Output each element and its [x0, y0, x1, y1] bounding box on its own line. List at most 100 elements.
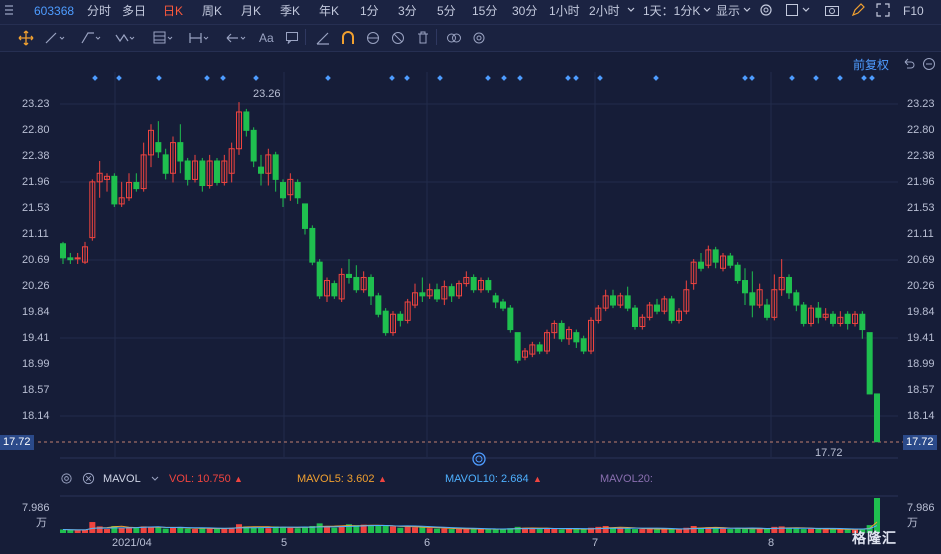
zoom-out-icon[interactable]: [922, 57, 936, 76]
event-marker: [501, 75, 507, 81]
tab-2hour[interactable]: 2小时: [589, 4, 620, 18]
candle-body: [280, 181, 286, 199]
volume-bar: [177, 527, 184, 533]
wave-tool-icon[interactable]: [114, 29, 136, 47]
volume-bar: [492, 529, 499, 533]
volume-bar: [265, 528, 272, 533]
chevron-down-icon[interactable]: [703, 3, 711, 21]
volume-bar: [434, 528, 440, 533]
tab-15min[interactable]: 15分: [472, 4, 498, 18]
candlestick-chart[interactable]: [0, 52, 941, 554]
crosshair-move-icon[interactable]: [18, 29, 34, 47]
volume-bar: [529, 528, 536, 533]
tab-fenshi[interactable]: 分时: [87, 4, 112, 18]
tab-yearly-k[interactable]: 年K: [319, 4, 340, 18]
chevron-down-icon[interactable]: [627, 3, 635, 21]
line-tool-icon[interactable]: [44, 29, 66, 47]
tab-1hour[interactable]: 1小时: [549, 4, 580, 18]
candle-body: [874, 393, 880, 443]
event-marker: [156, 75, 162, 81]
volume-bar: [184, 528, 191, 533]
candle-body: [588, 319, 594, 352]
layout-square-icon[interactable]: [785, 3, 799, 21]
tab-3min[interactable]: 3分: [398, 4, 417, 18]
tab-quarterly-k[interactable]: 季K: [280, 4, 301, 18]
f10-button[interactable]: F10: [903, 4, 924, 18]
candle-body: [852, 313, 858, 324]
tab-30min[interactable]: 30分: [512, 4, 538, 18]
arrow-tool-icon[interactable]: [225, 29, 247, 47]
volume-bar: [382, 525, 389, 533]
candle-body: [228, 148, 235, 174]
display-menu[interactable]: 显示: [716, 4, 741, 18]
adjust-mode-button[interactable]: 前复权: [853, 58, 890, 72]
current-price-left: 17.72: [0, 435, 34, 450]
settings-gear-icon[interactable]: [60, 472, 73, 488]
chevron-down-icon[interactable]: [151, 472, 159, 489]
ruler-icon[interactable]: [316, 29, 330, 47]
volume-bar: [316, 523, 323, 533]
candle-body: [60, 243, 66, 259]
settings-gear-icon[interactable]: [759, 3, 773, 21]
menu-icon[interactable]: [4, 3, 14, 17]
candle-body: [206, 160, 213, 187]
y-tick-left: 22.80: [22, 124, 50, 136]
volume-bar: [705, 527, 712, 533]
tab-duori[interactable]: 多日: [122, 4, 147, 18]
volume-bar: [712, 528, 719, 533]
candle-body: [815, 307, 822, 318]
chevron-down-icon[interactable]: [802, 3, 810, 21]
candle-body: [595, 307, 602, 321]
compare-icon[interactable]: [446, 29, 462, 47]
comment-icon[interactable]: [285, 29, 299, 47]
camera-icon[interactable]: [824, 3, 840, 21]
y-tick-right: 21.53: [907, 202, 935, 214]
tab-1min[interactable]: 1分: [360, 4, 379, 18]
candle-body: [89, 181, 96, 239]
volume-bar: [221, 528, 228, 533]
tab-daily-k[interactable]: 日K: [163, 4, 184, 18]
volume-bar: [786, 528, 792, 533]
settings-gear-icon[interactable]: [472, 29, 486, 47]
fullscreen-icon[interactable]: [876, 3, 890, 21]
drawing-toolbar: Aa: [0, 25, 941, 52]
interval-select[interactable]: 1天：1分K: [643, 4, 701, 18]
y-tick-left: 20.26: [22, 280, 50, 292]
volume-bar: [162, 528, 169, 533]
candle-body: [485, 280, 492, 291]
candle-body: [397, 313, 404, 321]
undo-icon[interactable]: [902, 57, 916, 76]
candle-body: [698, 261, 704, 269]
target-icon[interactable]: [472, 452, 486, 471]
tab-5min[interactable]: 5分: [437, 4, 456, 18]
lock-off-icon[interactable]: [391, 29, 405, 47]
range-tool-icon[interactable]: [188, 29, 210, 47]
hide-drawings-icon[interactable]: [366, 29, 380, 47]
stock-code[interactable]: 603368: [34, 4, 75, 18]
channel-tool-icon[interactable]: [80, 29, 102, 47]
volume-bar: [331, 527, 338, 533]
volume-bar: [815, 529, 822, 533]
tab-weekly-k[interactable]: 周K: [202, 4, 223, 18]
volume-bar: [830, 529, 836, 533]
candle-body: [764, 304, 770, 318]
text-tool[interactable]: Aa: [259, 31, 274, 45]
trash-icon[interactable]: [416, 29, 430, 47]
magnet-icon[interactable]: [341, 29, 355, 47]
volume-indicator-select[interactable]: MAVOL: [103, 473, 141, 485]
event-marker: [404, 75, 410, 81]
close-icon[interactable]: [82, 472, 95, 488]
event-marker: [517, 75, 523, 81]
candle-body: [690, 261, 697, 285]
event-marker: [789, 75, 795, 81]
toolbar-divider: [305, 29, 306, 45]
pencil-icon[interactable]: [851, 3, 865, 21]
candle-body: [368, 276, 374, 297]
mavol5-value: MAVOL5: 3.602: [297, 473, 375, 485]
candle-body: [771, 289, 778, 318]
chevron-down-icon[interactable]: [743, 3, 751, 21]
tab-monthly-k[interactable]: 月K: [241, 4, 262, 18]
volume-bar: [661, 529, 668, 533]
volume-bar: [800, 529, 807, 533]
fibonacci-tool-icon[interactable]: [152, 29, 174, 47]
